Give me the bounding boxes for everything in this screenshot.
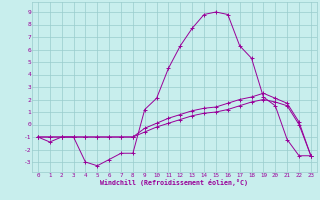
X-axis label: Windchill (Refroidissement éolien,°C): Windchill (Refroidissement éolien,°C) xyxy=(100,179,248,186)
